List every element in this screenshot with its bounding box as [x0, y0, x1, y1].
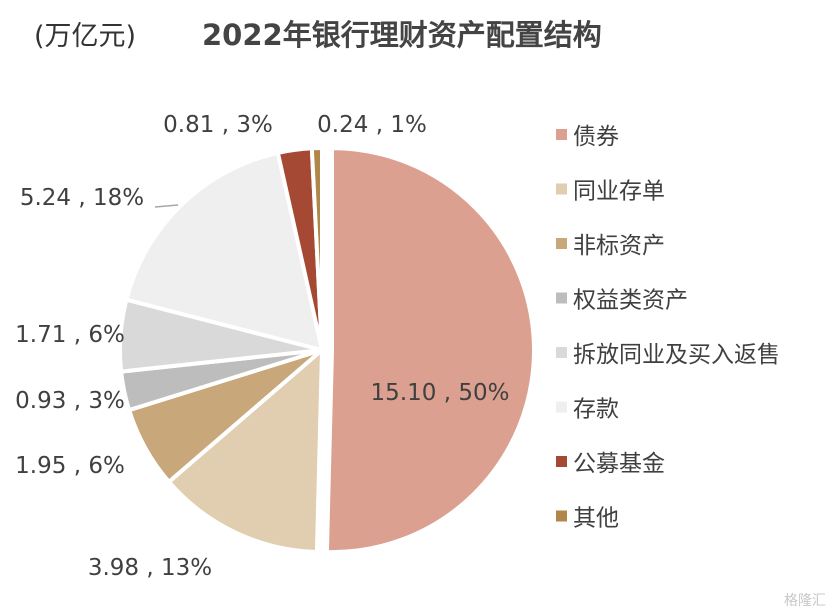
legend-label: 债券	[573, 124, 619, 150]
legend-swatch	[556, 456, 567, 467]
pie-slice	[166, 345, 325, 554]
data-label: 15.10 , 50%	[371, 380, 510, 406]
pie-slice	[309, 145, 324, 351]
chart-title: 2022年银行理财资产配置结构	[202, 18, 602, 52]
data-label: 5.24 , 18%	[20, 185, 144, 211]
legend-swatch	[556, 510, 567, 522]
legend-label: 权益类资产	[573, 288, 688, 314]
data-label: 1.71 , 6%	[15, 322, 125, 348]
data-label: 3.98 , 13%	[88, 555, 212, 581]
legend-label: 拆放同业及买入返售	[573, 342, 780, 368]
data-label: 0.81 , 3%	[163, 112, 273, 138]
data-label: 1.95 , 6%	[15, 453, 125, 479]
legend-swatch	[556, 129, 567, 140]
legend-label: 公募基金	[573, 451, 665, 477]
legend-label: 其他	[573, 506, 619, 532]
legend-swatch	[556, 401, 567, 413]
legend-label: 非标资产	[573, 233, 665, 259]
watermark: 格隆汇	[784, 593, 826, 609]
data-label: 0.93 , 3%	[15, 388, 125, 414]
legend-swatch	[556, 238, 567, 249]
unit-label: (万亿元)	[34, 21, 137, 52]
legend-label: 同业存单	[573, 179, 665, 205]
pie-slice	[123, 150, 325, 353]
legend-swatch	[556, 292, 567, 304]
legend-swatch	[556, 183, 567, 195]
data-label: 0.24 , 1%	[317, 112, 427, 138]
legend-label: 存款	[573, 397, 619, 423]
pie-slice	[324, 146, 536, 555]
legend-swatch	[556, 347, 567, 358]
leader-line	[154, 204, 179, 208]
